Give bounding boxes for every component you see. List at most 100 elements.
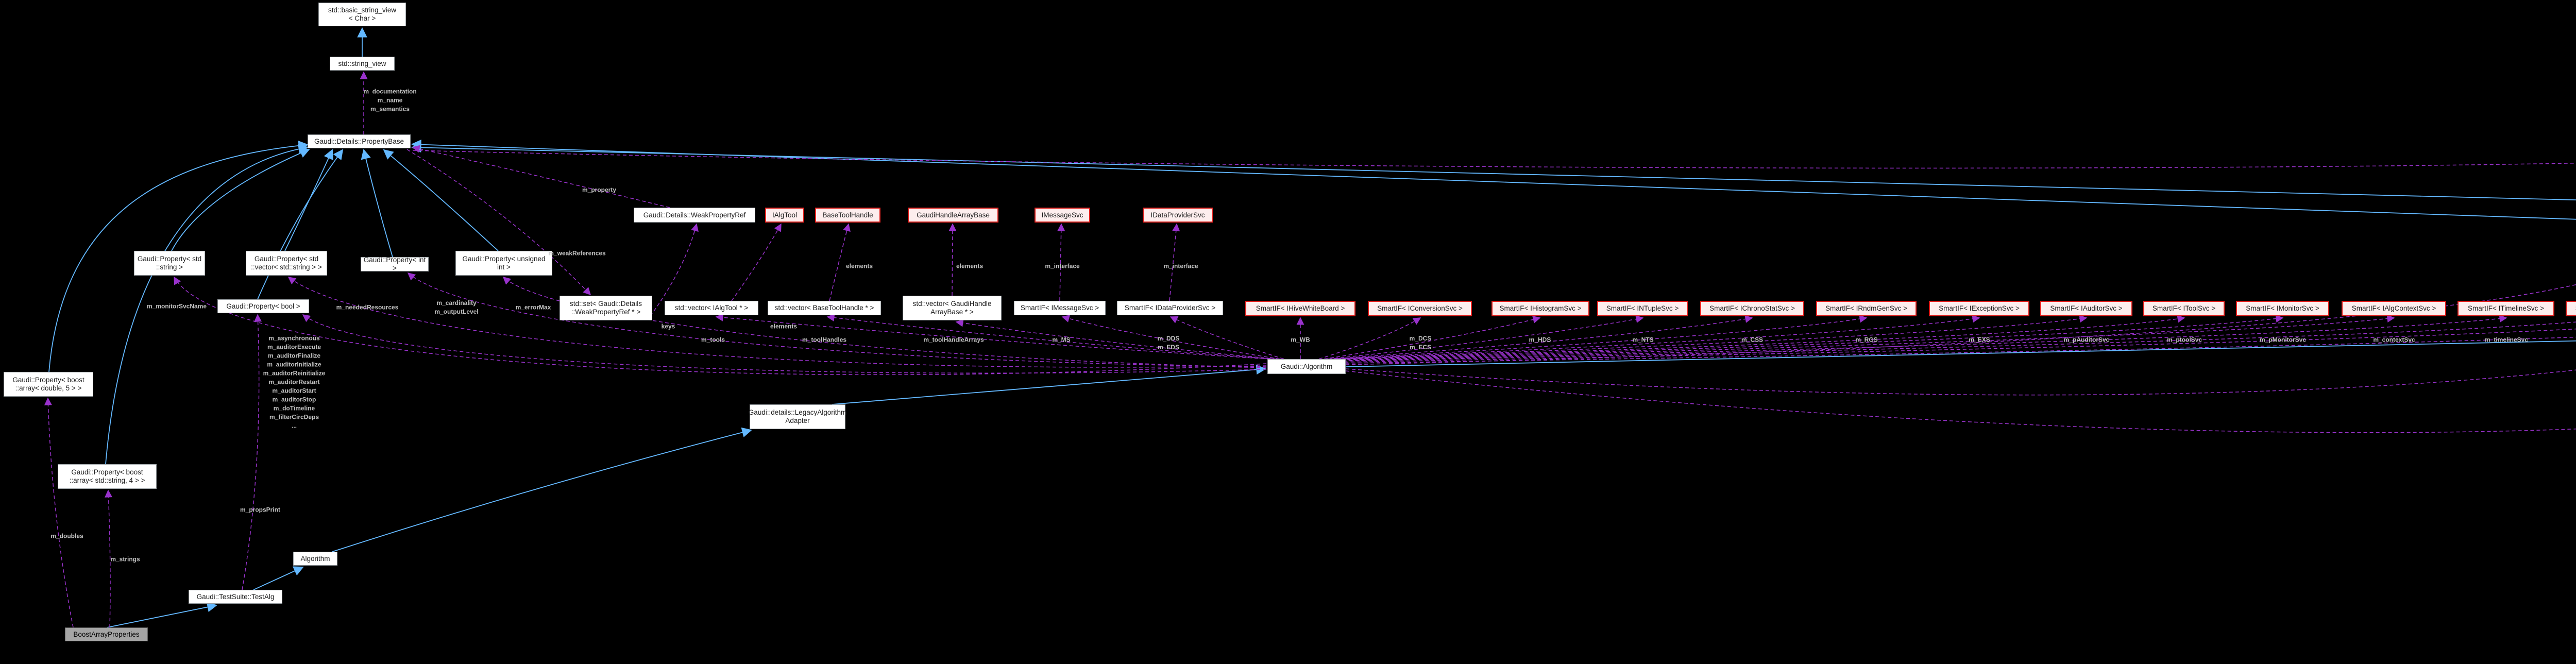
- edge-use-43: [1331, 315, 1753, 360]
- lbl-elements-2: elements: [845, 262, 873, 270]
- edge-use-25: [1169, 223, 1180, 301]
- edge-inherit-6: [257, 149, 344, 300]
- lbl-m-tool-handles: m_toolHandles: [802, 336, 847, 344]
- lbl-error-max: m_errorMax: [515, 303, 551, 311]
- node-imessagesvc[interactable]: IMessageSvc: [1035, 208, 1090, 223]
- edge-inherit-8: [105, 144, 309, 465]
- node-ialgtool[interactable]: IAlgTool: [765, 208, 804, 223]
- edge-inherit-15: [1345, 340, 2576, 367]
- node-prop-int[interactable]: Gaudi::Property< int >: [361, 256, 429, 272]
- edge-inherit-11: [107, 602, 217, 628]
- edge-inherit-5: [383, 149, 499, 251]
- node-vector-base-tool-handle[interactable]: std::vector< BaseToolHandle * >: [768, 301, 881, 315]
- edge-inherit-12: [253, 566, 304, 590]
- node-algorithm[interactable]: Algorithm: [293, 552, 337, 566]
- edge-inherit-4: [361, 149, 393, 258]
- edge-use-22: [829, 223, 851, 301]
- lbl-m-ms: m_MS: [1052, 336, 1071, 344]
- node-smartif-imessagesvc[interactable]: SmartIF< IMessageSvc >: [1014, 301, 1106, 315]
- node-prop-array-string[interactable]: Gaudi::Property< boost ::array< std::str…: [58, 464, 157, 489]
- node-string-view[interactable]: std::string_view: [330, 57, 395, 71]
- edge-use-21: [731, 223, 782, 301]
- lbl-m-interface-1: m_interface: [1045, 262, 1080, 270]
- lbl-elements-1: elements: [770, 322, 798, 330]
- edge-use-42: [1328, 315, 1644, 360]
- lbl-cardinality: m_cardinality m_outputLevel: [434, 299, 479, 315]
- lbl-m-interface-2: m_interface: [1163, 262, 1198, 270]
- edge-use-48: [1340, 315, 2284, 360]
- node-smartif-iconversionsvc[interactable]: SmartIF< IConversionSvc >: [1368, 301, 1472, 316]
- lbl-m-dcs-ecs: m_DCS m_ECS: [1409, 335, 1432, 351]
- edge-inherit-7: [48, 141, 309, 372]
- node-smartif-itimelinesvc[interactable]: SmartIF< ITimelineSvc >: [2458, 301, 2554, 316]
- node-smartif-ialgcontextsvc[interactable]: SmartIF< IAlgContextSvc >: [2342, 301, 2446, 316]
- edge-use-27: [287, 277, 1267, 368]
- node-weak-property-ref[interactable]: Gaudi::Details::WeakPropertyRef: [634, 208, 755, 223]
- lbl-m-tool-handle-arrays: m_toolHandleArrays: [923, 336, 984, 344]
- node-vector-ialgtool[interactable]: std::vector< IAlgTool * >: [665, 301, 758, 315]
- edge-use-29: [502, 277, 1267, 368]
- node-boost-array-properties[interactable]: BoostArrayProperties: [65, 627, 148, 641]
- node-smartif-ihistogramsvc[interactable]: SmartIF< IHistogramSvc >: [1492, 301, 1589, 316]
- node-smartif-iauditorsvc[interactable]: SmartIF< IAuditorSvc >: [2040, 301, 2132, 316]
- edge-use-38: [1170, 316, 1284, 360]
- edge-use-34: [715, 313, 1271, 360]
- node-vector-gaudi-handle-array-base[interactable]: std::vector< GaudiHandle ArrayBase * >: [903, 296, 1002, 320]
- edge-use-40: [1318, 317, 1421, 360]
- node-legacy-algorithm-adapter[interactable]: Gaudi::details::LegacyAlgorithm Adapter: [749, 404, 846, 429]
- lbl-m-pauditorsvc: m_pAuditorSvc: [2063, 336, 2110, 344]
- edge-use-44: [1334, 315, 1868, 360]
- edge-use-45: [1336, 315, 1980, 360]
- node-smartif-irndmgensvc[interactable]: SmartIF< IRndmGenSvc >: [1816, 301, 1917, 316]
- edge-use-20: [650, 223, 699, 317]
- edge-use-52: [1344, 328, 2576, 363]
- node-prop-vector-string[interactable]: Gaudi::Property< std ::vector< std::stri…: [246, 251, 327, 276]
- node-prop-string[interactable]: Gaudi::Property< std ::string >: [134, 251, 205, 276]
- node-idataprovidersvc[interactable]: IDataProviderSvc: [1143, 208, 1213, 223]
- lbl-m-dds-eds: m_DDS m_EDS: [1157, 335, 1180, 351]
- lbl-needed-resources: m_neededResources: [336, 303, 399, 311]
- node-basic-string-view[interactable]: std::basic_string_view < Char >: [318, 3, 406, 26]
- node-smartif-itoolsvc[interactable]: SmartIF< IToolSvc >: [2143, 301, 2225, 316]
- edge-use-51: [1343, 321, 2576, 362]
- node-prop-uint[interactable]: Gaudi::Property< unsigned int >: [455, 251, 552, 276]
- lbl-m-hds: m_HDS: [1529, 336, 1551, 344]
- edge-use-61: [1345, 370, 2576, 433]
- lbl-strings: m_strings: [110, 555, 140, 563]
- edge-use-33: [105, 489, 113, 628]
- edge-use-46: [1338, 315, 2088, 360]
- node-smartif-ialgexecstatesvc[interactable]: SmartIF< IAlgExecStateSvc >: [2566, 301, 2576, 316]
- edge-use-31: [242, 314, 262, 590]
- lbl-weak-references: m_weakReferences: [548, 249, 606, 257]
- node-smartif-imonitorsvc[interactable]: SmartIF< IMonitorSvc >: [2236, 301, 2329, 316]
- node-prop-array-double[interactable]: Gaudi::Property< boost ::array< double, …: [4, 372, 93, 397]
- lbl-m-nts: m_NTS: [1632, 336, 1654, 344]
- edge-use-23: [948, 223, 957, 296]
- lbl-doc: m_documentation m_name m_semantics: [363, 88, 417, 113]
- node-gaudi-handle-array-base[interactable]: GaudiHandleArrayBase: [908, 208, 998, 223]
- node-property-base[interactable]: Gaudi::Details::PropertyBase: [308, 134, 411, 148]
- node-smartif-ihivewhiteboard[interactable]: SmartIF< IHiveWhiteBoard >: [1245, 301, 1355, 316]
- lbl-m-ptoolsvc: m_ptoolSvc: [2166, 336, 2202, 344]
- edge-use-26: [174, 276, 1267, 376]
- edge-use-53: [1345, 336, 2576, 364]
- node-base-tool-handle[interactable]: BaseToolHandle: [815, 208, 880, 223]
- edge-inherit-2: [171, 148, 310, 251]
- node-testalg[interactable]: Gaudi::TestSuite::TestAlg: [189, 590, 282, 604]
- edge-use-24: [1057, 223, 1065, 301]
- edge-use-19: [406, 149, 591, 296]
- lbl-doubles: m_doubles: [50, 532, 83, 540]
- node-smartif-iexceptionsvc[interactable]: SmartIF< IExceptionSvc >: [1929, 301, 2029, 316]
- node-smartif-ichronostatsvc[interactable]: SmartIF< IChronoStatSvc >: [1700, 301, 1804, 316]
- lbl-m-property: m_property: [582, 186, 617, 194]
- node-prop-bool[interactable]: Gaudi::Property< bool >: [217, 299, 309, 313]
- node-smartif-idataprovidersvc[interactable]: SmartIF< IDataProviderSvc >: [1117, 301, 1223, 315]
- node-smartif-intuplesvc[interactable]: SmartIF< INTupleSvc >: [1597, 301, 1688, 316]
- lbl-props-print: m_propsPrint: [240, 506, 281, 514]
- edge-use-62: [412, 150, 2576, 169]
- lbl-monitor-svc-name: m_monitorSvcName: [146, 302, 207, 310]
- node-set-weak-property-ref[interactable]: std::set< Gaudi::Details ::WeakPropertyR…: [560, 296, 652, 320]
- lbl-elements-3: elements: [956, 262, 984, 270]
- node-gaudi-algorithm[interactable]: Gaudi::Algorithm: [1267, 359, 1346, 374]
